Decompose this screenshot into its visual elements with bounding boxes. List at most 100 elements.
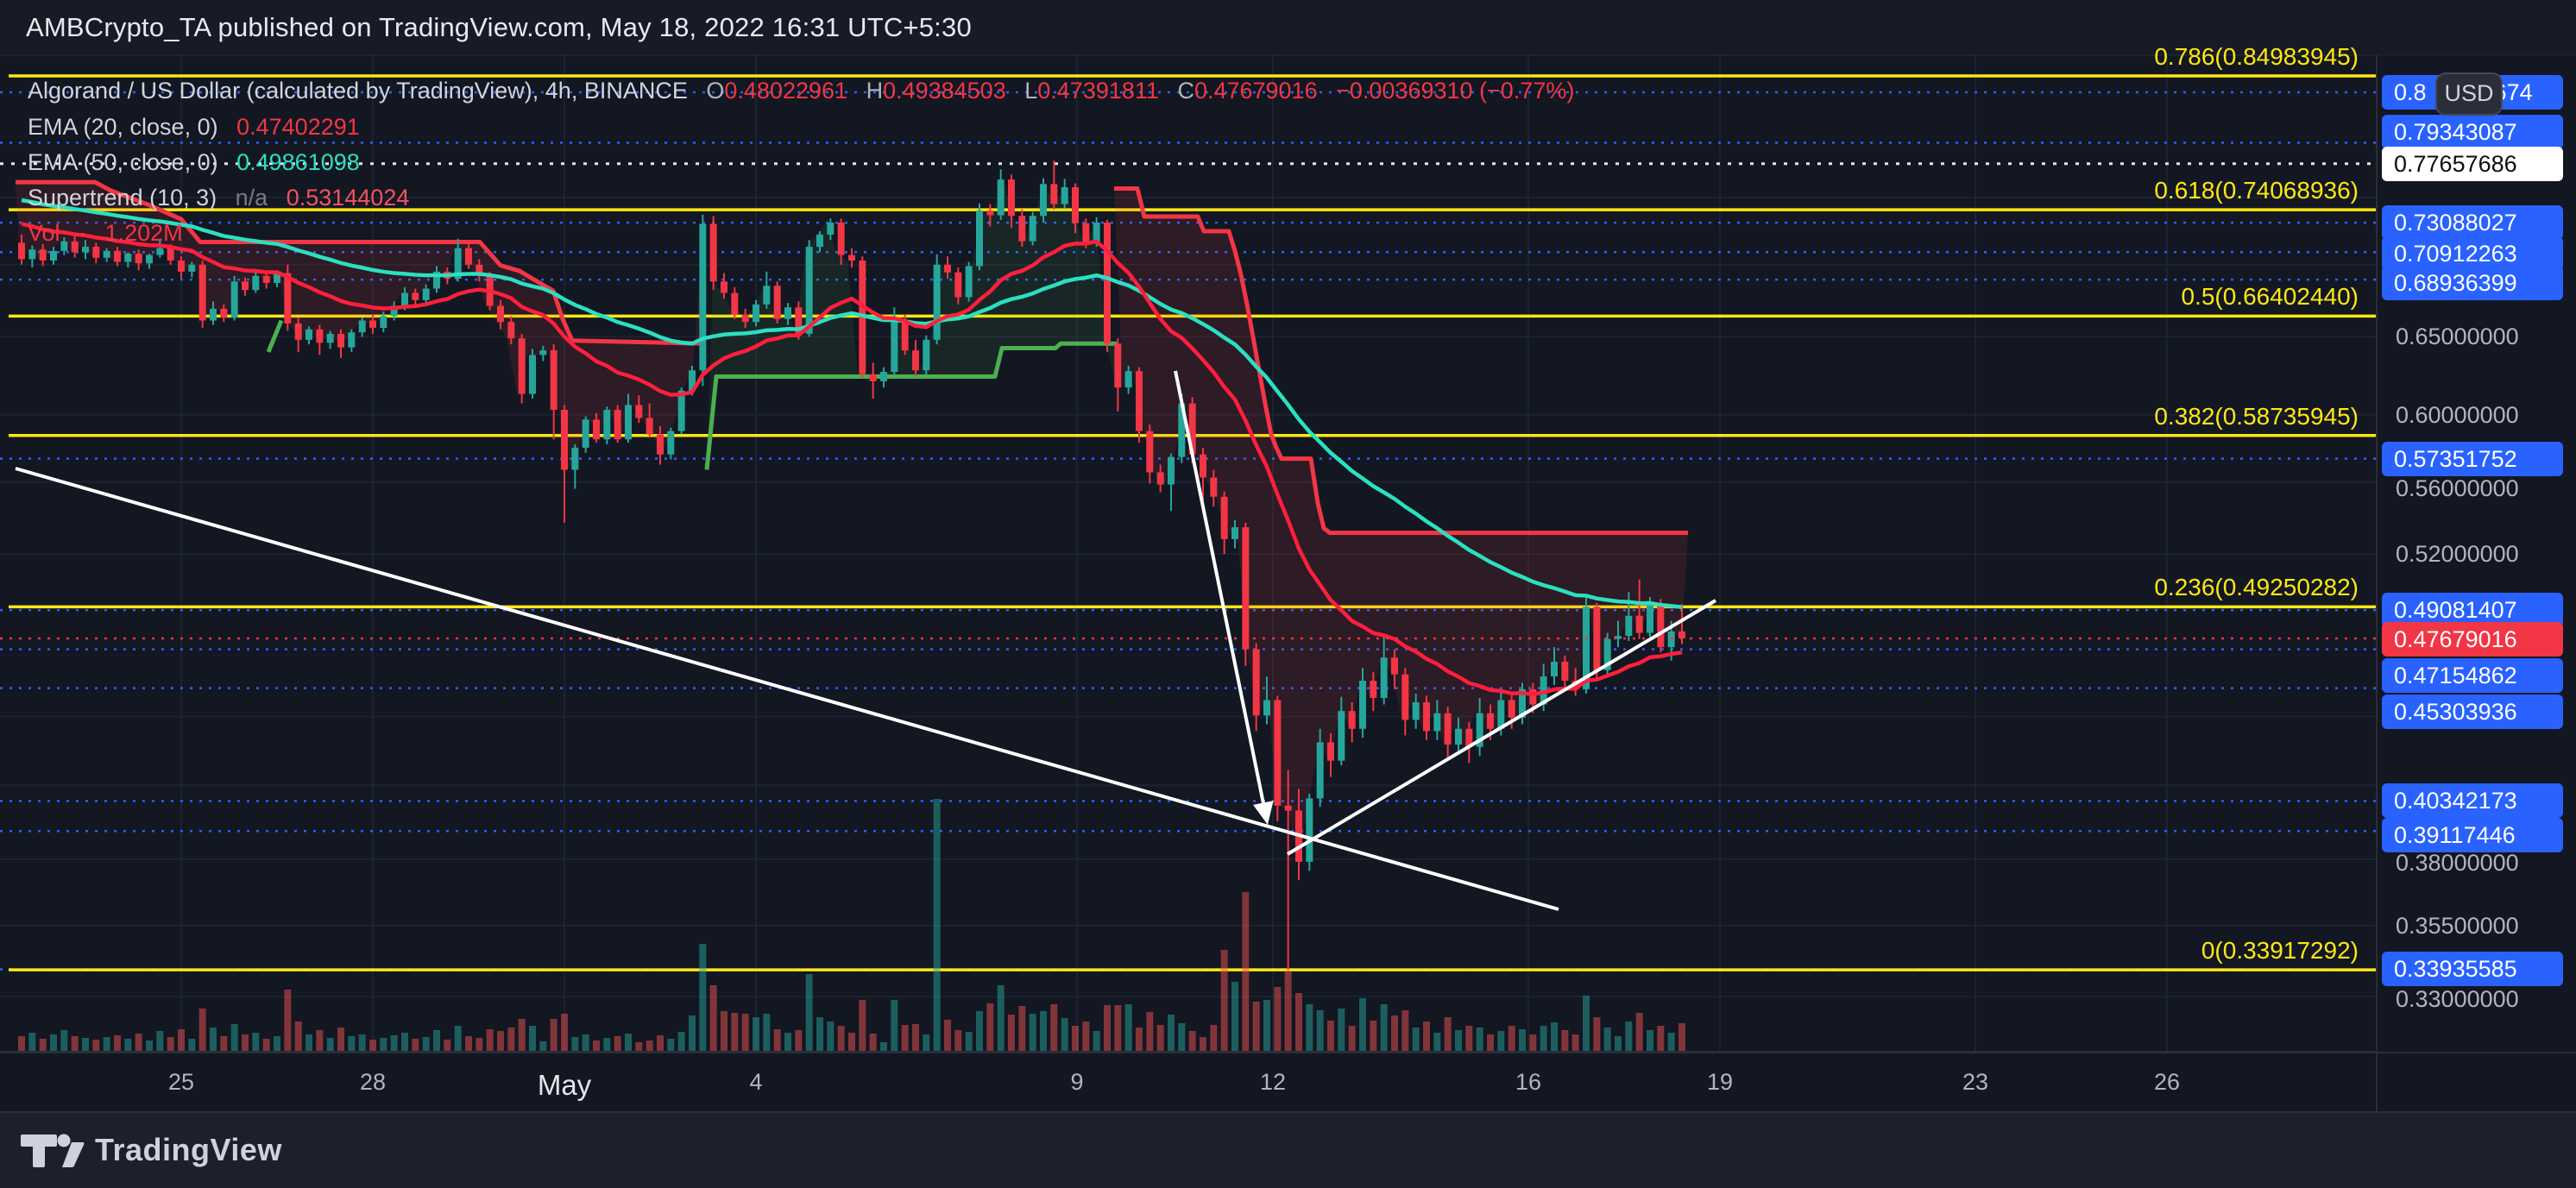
candle-body	[911, 350, 919, 371]
time-axis[interactable]: 25 28 May 4 9 12 16 19 23 26	[0, 1052, 2376, 1113]
ema20-label[interactable]: EMA (20, close, 0)	[28, 114, 218, 140]
price-level-label[interactable]: 0.40342173	[2382, 783, 2563, 818]
time-tick: 28	[359, 1069, 387, 1095]
candle-body	[432, 271, 440, 289]
volume-bar	[454, 1026, 462, 1052]
candle-body	[603, 410, 611, 440]
candle-body	[1007, 179, 1015, 217]
volume-bar	[145, 1040, 153, 1052]
volume-bar	[1508, 1026, 1515, 1052]
candle-body	[1061, 187, 1068, 204]
candle-body	[103, 250, 110, 258]
crash-arrow[interactable]	[1174, 370, 1268, 814]
volume-bar	[209, 1028, 217, 1052]
volume-bar	[1358, 998, 1366, 1052]
volume-bar	[965, 1032, 973, 1052]
fib-level-label: 0.618(0.74068936)	[2154, 177, 2359, 204]
volume-bar	[262, 1039, 270, 1052]
volume-bar	[1646, 1030, 1653, 1052]
ema50-line	[21, 198, 1683, 610]
supertrend-lines	[16, 179, 1688, 536]
price-level-label[interactable]: 0.47679016	[2382, 622, 2563, 657]
tradingview-logo-icon[interactable]	[21, 1130, 91, 1172]
candle-body	[476, 264, 483, 275]
supertrend-label[interactable]: Supertrend (10, 3)	[28, 185, 217, 211]
user-drawings[interactable]	[15, 370, 1717, 911]
price-axis[interactable]: 0.8 674 0.79343087 0.77657686 0.73088027 0.70…	[2376, 55, 2576, 1052]
volume-bar	[624, 1034, 632, 1052]
candle-body	[1039, 184, 1047, 217]
fib-level-label: 0.382(0.58735945)	[2154, 402, 2359, 430]
volume-bar	[975, 1011, 983, 1052]
volume-bar	[1007, 1015, 1015, 1052]
legend-ema20-row[interactable]: EMA (20, close, 0) 0.47402291	[28, 114, 360, 141]
ohlc-high-value: 0.49384503	[883, 78, 1006, 104]
volume-bar	[688, 1015, 696, 1052]
volume-bar	[656, 1035, 664, 1052]
ascending-support[interactable]	[1286, 599, 1717, 856]
price-level-label[interactable]: 0.79343087	[2382, 115, 2563, 149]
legend-volume-row[interactable]: Vol · 1.202M	[28, 220, 183, 247]
volume-bar	[1561, 1030, 1569, 1052]
candle-body	[582, 419, 589, 448]
volume-bar	[1252, 1002, 1260, 1052]
price-level-label[interactable]: 0.73088027	[2382, 205, 2563, 240]
descending-resistance[interactable]	[15, 467, 1559, 911]
volume-label[interactable]: Vol	[28, 220, 60, 246]
legend-symbol-row[interactable]: Algorand / US Dollar (calculated by Trad…	[28, 78, 1574, 104]
price-level-label[interactable]: 0.47154862	[2382, 658, 2563, 693]
volume-bar	[1316, 1010, 1324, 1052]
candle-body	[763, 286, 771, 305]
arrowhead-icon	[1253, 801, 1274, 825]
supertrend-na: n/a	[235, 185, 268, 211]
volume-sep: ·	[79, 220, 87, 246]
tradingview-wordmark[interactable]: TradingView	[95, 1132, 282, 1167]
volume-bar	[1306, 1004, 1313, 1052]
volume-bar	[837, 1026, 845, 1052]
volume-bar	[1188, 1031, 1196, 1052]
candle-body	[400, 292, 408, 306]
volume-bar	[911, 1024, 919, 1052]
candle-body	[1603, 638, 1611, 670]
legend-ema50-row[interactable]: EMA (50, close, 0) 0.49861098	[28, 149, 360, 176]
volume-bar	[496, 1031, 504, 1052]
candle-body	[1242, 527, 1250, 650]
price-level-label[interactable]: 0.57351752	[2382, 442, 2563, 476]
candle-body	[188, 264, 196, 272]
candle-body	[784, 307, 791, 319]
candle-body	[1135, 371, 1143, 431]
price-level-label[interactable]: 0.45303936	[2382, 695, 2563, 729]
candle-body	[39, 249, 47, 261]
volume-bar	[1294, 993, 1302, 1052]
legend-supertrend-row[interactable]: Supertrend (10, 3) n/a 0.53144024	[28, 185, 409, 211]
price-level-label[interactable]: 0.77657686	[2382, 147, 2563, 181]
symbol-title[interactable]: Algorand / US Dollar (calculated by Trad…	[28, 78, 688, 104]
candle-body	[49, 250, 57, 261]
volume-bar	[923, 1034, 930, 1052]
volume-bar	[560, 1014, 568, 1052]
volume-bar	[741, 1014, 749, 1052]
volume-bar	[1465, 1026, 1473, 1052]
volume-bar	[1199, 1037, 1206, 1052]
supertrend-value: 0.53144024	[286, 185, 410, 211]
price-level-lines[interactable]	[0, 91, 2376, 971]
price-level-label[interactable]: 0.68936399	[2382, 266, 2563, 300]
candle-body	[1210, 477, 1218, 497]
volume-bar	[1018, 1006, 1026, 1052]
ema50-label[interactable]: EMA (50, close, 0)	[28, 149, 218, 175]
candle-body	[891, 319, 898, 373]
candle-body	[869, 374, 877, 381]
volume-bar	[486, 1029, 494, 1052]
price-level-label[interactable]: 0.33935585	[2382, 952, 2563, 986]
volume-bar	[720, 1011, 727, 1052]
volume-pane	[18, 799, 1685, 1052]
candle-body	[1465, 728, 1473, 747]
volume-bar	[752, 1017, 759, 1052]
price-level-label[interactable]: 0.70912263	[2382, 236, 2563, 271]
price-level-label[interactable]: 0.39117446	[2382, 818, 2563, 852]
candle-body	[262, 275, 270, 283]
volume-bar	[1571, 1034, 1579, 1052]
currency-toggle-button[interactable]: USD	[2435, 72, 2503, 116]
price-level-label[interactable]: 0.49081407	[2382, 593, 2563, 627]
